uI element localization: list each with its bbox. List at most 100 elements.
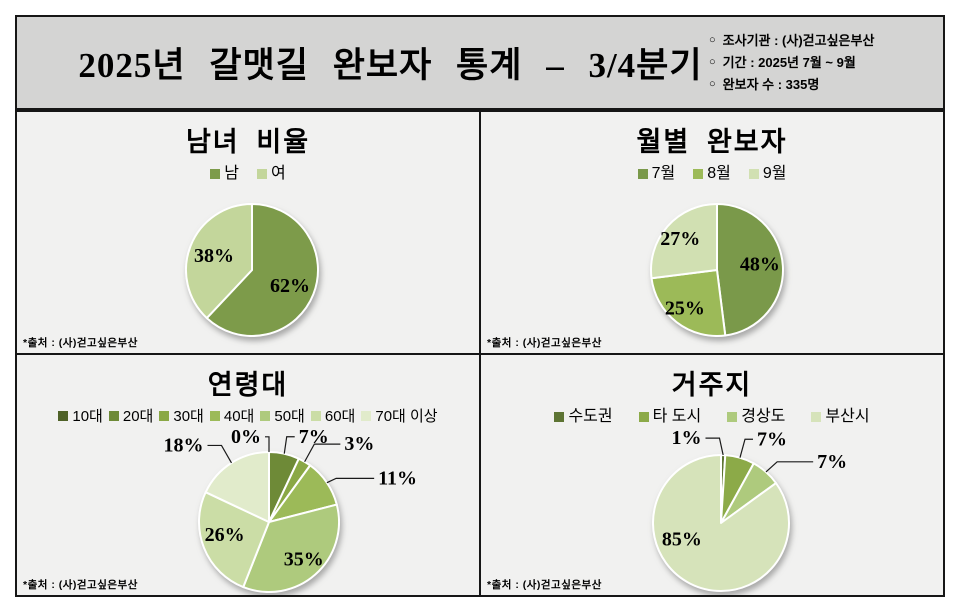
source-note: *출처 : (사)걷고싶은부산	[23, 336, 138, 349]
pie-percent-label: 7%	[817, 450, 847, 472]
legend-swatch	[361, 411, 372, 421]
legend-item: 여	[257, 166, 286, 182]
header-info-text: 완보자 수 : 335명	[722, 77, 820, 92]
circle-bullet-icon: ○	[709, 56, 716, 68]
pie-body	[652, 453, 790, 592]
pie-percent-label: 25%	[665, 297, 705, 319]
legend-label: 9월	[762, 165, 787, 182]
label-leader-line	[765, 460, 814, 472]
pie-slice	[650, 269, 727, 337]
header: 2025년 갈맷길 완보자 통계 – 3/4분기 ○ 조사기관 : (사)걷고싶은…	[15, 15, 945, 110]
label-leader-line	[705, 437, 724, 455]
legend-label: 10대	[72, 407, 103, 425]
chart-legend: 7월 8월 9월	[481, 166, 943, 182]
pie-chart-monthly-finishers: 48% 25% 27%	[650, 203, 784, 337]
chart-title: 연령대	[207, 369, 289, 400]
legend-label: 30대	[173, 407, 204, 425]
chart-legend: 수도권 타 도시 경상도 부산시	[481, 407, 943, 425]
legend-item: 남	[210, 166, 239, 182]
pie-slice	[205, 203, 319, 337]
legend-label: 여	[271, 165, 286, 182]
legend-item: 7월	[637, 165, 676, 182]
chart-title: 월별 완보자	[636, 127, 788, 157]
pie-percent-label: 62%	[270, 275, 310, 297]
legend-swatch	[748, 169, 759, 179]
legend-swatch	[108, 411, 119, 421]
legend-swatch	[257, 169, 267, 179]
pie-percent-label: 38%	[194, 245, 234, 267]
pie-slice	[652, 453, 790, 592]
legend-item: 수도권	[554, 407, 613, 425]
legend-swatch	[210, 169, 221, 179]
label-leader-line	[304, 443, 341, 462]
pie-percent-label: 18%	[163, 434, 203, 456]
circle-bullet-icon: ○	[709, 34, 716, 46]
label-leader-line	[265, 435, 270, 452]
legend-label: 수도권	[568, 407, 613, 425]
pie-percent-label: 1%	[671, 427, 701, 449]
pie-labels: 0% 7% 3%11% 35% 26% 18%	[163, 425, 417, 570]
legend-swatch	[159, 411, 170, 421]
pie-percent-label: 3%	[344, 433, 374, 455]
pie-percent-label: 27%	[660, 228, 700, 250]
pie-body	[198, 450, 340, 593]
pie-slice	[650, 203, 718, 280]
source-note: *출처 : (사)걷고싶은부산	[487, 336, 602, 349]
pie-slice	[242, 503, 340, 593]
legend-swatch	[58, 411, 69, 421]
legend-item: 10대	[58, 409, 103, 424]
legend-swatch	[727, 411, 738, 422]
legend-label: 7월	[651, 165, 676, 182]
legend-label: 50대	[274, 407, 305, 425]
legend-item: 30대	[159, 409, 204, 424]
source-note: *출처 : (사)걷고싶은부산	[23, 579, 138, 591]
legend-swatch	[310, 411, 321, 421]
legend-label: 부산시	[825, 407, 870, 425]
legend-label: 70대 이상	[375, 407, 438, 425]
legend-swatch	[554, 411, 565, 422]
legend-item: 40대	[209, 407, 255, 425]
legend-label: 40대	[223, 407, 255, 425]
pie-labels: 1% 7% 7% 85%	[662, 427, 847, 550]
pie-percent-label: 11%	[378, 467, 417, 489]
pie-body	[185, 203, 319, 337]
legend-swatch	[260, 411, 271, 421]
legend-swatch	[209, 411, 220, 421]
pie-slice	[198, 490, 270, 588]
legend-item: 50대	[260, 409, 305, 424]
legend-label: 남	[224, 165, 239, 182]
legend-swatch	[637, 169, 648, 179]
label-leader-line	[283, 435, 295, 454]
circle-bullet-icon: ○	[709, 78, 716, 90]
pie-percent-label: 7%	[299, 425, 329, 447]
header-info-item: ○ 기간 : 2025년 7월 ~ 9월	[709, 56, 937, 69]
chart-legend: 10대 20대 30대 40대 50대 60대 70대 이상	[17, 409, 479, 424]
pie-percent-label: 7%	[757, 428, 787, 450]
legend-item: 부산시	[811, 407, 870, 425]
legend-swatch	[811, 411, 822, 422]
legend-item: 타 도시	[638, 407, 702, 425]
label-leader-line	[739, 438, 754, 458]
header-info-item: ○ 조사기관 : (사)걷고싶은부산	[709, 34, 937, 47]
pie-percent-label: 48%	[740, 253, 780, 275]
chart-title: 남녀 비율	[185, 127, 311, 157]
chart-panel-residence: 거주지 수도권 타 도시 경상도 부산시 1% 7% 7% 85% *출처 : (사)걷고싶…	[480, 353, 944, 596]
legend-label: 60대	[324, 407, 356, 425]
header-info-text: 조사기관 : (사)걷고싶은부산	[722, 33, 875, 48]
legend-label: 타 도시	[652, 407, 702, 425]
legend-item: 60대	[310, 407, 356, 425]
label-leader-line	[326, 477, 375, 483]
legend-item: 9월	[748, 165, 787, 182]
header-info-item: ○ 완보자 수 : 335명	[709, 78, 937, 91]
legend-item: 70대 이상	[361, 407, 438, 425]
header-info-list: ○ 조사기관 : (사)걷고싶은부산 ○ 기간 : 2025년 7월 ~ 9월 ○ 완보자…	[709, 34, 943, 91]
pie-slice	[185, 203, 253, 320]
pie-labels: 48% 25% 27%	[660, 228, 780, 319]
pie-slice	[716, 203, 784, 337]
pie-body	[650, 203, 784, 337]
page-title: 2025년 갈맷길 완보자 통계 – 3/4분기	[78, 46, 703, 85]
